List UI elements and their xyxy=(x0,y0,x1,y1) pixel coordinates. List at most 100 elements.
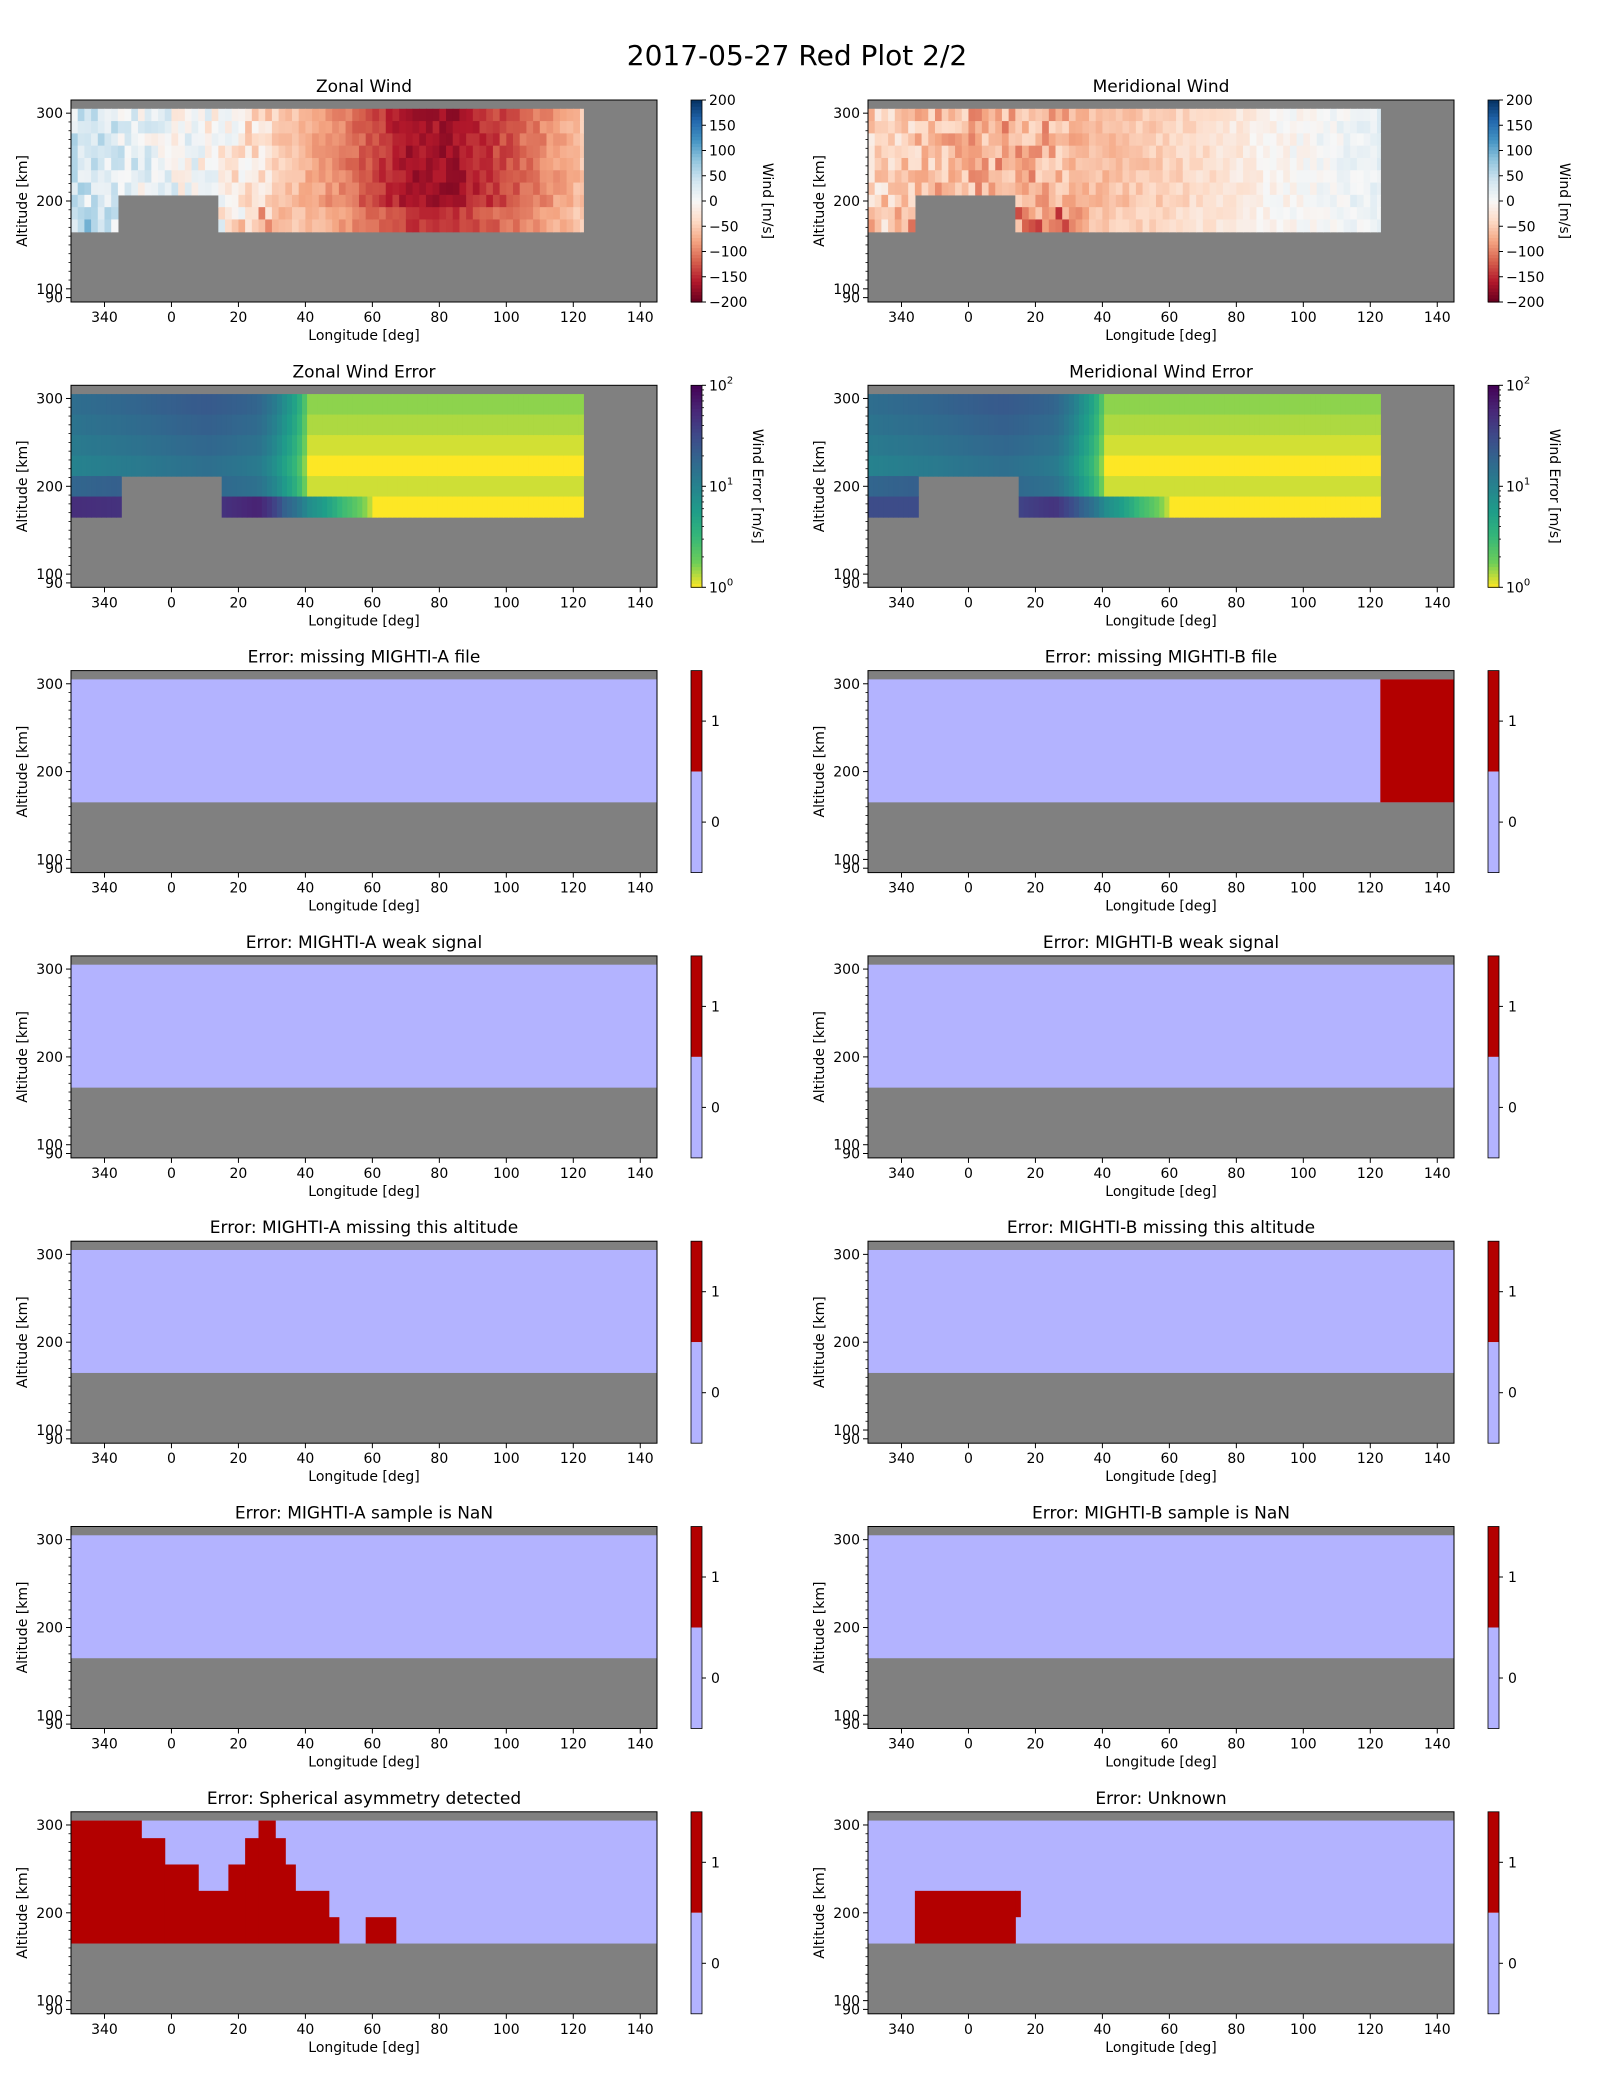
heatmap-cell xyxy=(392,121,400,134)
heatmap-cell xyxy=(533,170,541,184)
colorbar-segment xyxy=(1488,670,1499,772)
heatmap-cell xyxy=(1038,476,1045,498)
heatmap-cell xyxy=(392,157,400,171)
heatmap-cell xyxy=(881,133,889,147)
heatmap-cell xyxy=(1239,496,1246,518)
colorbar-segment xyxy=(1488,150,1499,155)
heatmap-cell xyxy=(338,145,347,159)
heatmap-cell xyxy=(953,455,960,477)
heatmap-cell xyxy=(492,108,501,122)
heatmap-cell xyxy=(337,496,343,518)
x-tick-label: 40 xyxy=(296,881,314,897)
heatmap-cell xyxy=(338,133,347,147)
heatmap-cell xyxy=(392,207,400,221)
heatmap-cell xyxy=(337,394,343,416)
heatmap-cell xyxy=(1048,157,1057,171)
heatmap-cell xyxy=(276,414,283,436)
heatmap-cell xyxy=(151,435,157,457)
heatmap-cell xyxy=(558,476,564,498)
heatmap-cell xyxy=(1109,170,1117,184)
heatmap-cell xyxy=(1104,394,1110,416)
colorbar-segment xyxy=(1488,402,1499,407)
heatmap-cell xyxy=(372,414,378,436)
heatmap-cell xyxy=(1058,394,1065,416)
heatmap-cell xyxy=(1299,435,1306,457)
heatmap-cell xyxy=(412,121,420,134)
heatmap-cell xyxy=(559,108,568,122)
heatmap-cell xyxy=(928,414,934,436)
flag-one-region xyxy=(258,1820,276,1944)
x-tick-label: 100 xyxy=(1290,2022,1317,2038)
heatmap-cell xyxy=(1001,145,1010,159)
x-tick-label: 80 xyxy=(430,310,448,326)
heatmap-cell xyxy=(1129,108,1137,122)
heatmap-cell xyxy=(1022,108,1030,122)
colorbar-segment xyxy=(1488,268,1499,273)
heatmap-cell xyxy=(71,207,79,221)
heatmap-cell xyxy=(164,157,173,171)
heatmap-cell xyxy=(978,455,985,477)
heatmap-cell xyxy=(1222,219,1231,233)
heatmap-cell xyxy=(1350,394,1356,416)
heatmap-cell xyxy=(1263,194,1271,208)
heatmap-cell xyxy=(1078,455,1085,477)
heatmap-cell xyxy=(1149,157,1157,171)
colorbar-label: Wind [m/s] xyxy=(1556,163,1572,239)
heatmap-cell xyxy=(482,496,489,518)
heatmap-cell xyxy=(533,394,539,416)
heatmap-cell xyxy=(566,108,574,122)
heatmap-cell xyxy=(281,476,288,498)
heatmap-cell xyxy=(1216,194,1224,208)
heatmap-cell xyxy=(166,414,173,436)
heatmap-cell xyxy=(1350,108,1358,122)
heatmap-cell xyxy=(442,435,449,457)
heatmap-cell xyxy=(131,414,137,436)
heatmap-cell xyxy=(338,182,347,196)
heatmap-cell xyxy=(943,455,949,477)
heatmap-cell xyxy=(1129,145,1137,159)
heatmap-cell xyxy=(1345,435,1351,457)
heatmap-cell xyxy=(1196,170,1204,184)
flag-zero-region xyxy=(868,964,1454,1088)
heatmap-cell xyxy=(533,207,541,221)
heatmap-cell xyxy=(236,394,243,416)
heatmap-cell xyxy=(387,476,394,498)
heatmap-cell xyxy=(261,496,268,518)
heatmap-cell xyxy=(432,476,439,498)
colorbar-segment xyxy=(1488,540,1499,545)
heatmap-cell xyxy=(1263,121,1271,134)
heatmap-cell xyxy=(1134,476,1140,498)
colorbar-segment xyxy=(691,516,702,521)
colorbar-tick-label: 100 xyxy=(709,144,736,160)
heatmap-cell xyxy=(76,455,82,477)
x-tick-label: 100 xyxy=(1290,1451,1317,1467)
heatmap-cell xyxy=(298,157,306,171)
heatmap-cell xyxy=(1055,157,1063,171)
heatmap-cell xyxy=(1310,108,1318,122)
heatmap-cell xyxy=(558,496,564,518)
heatmap-cell xyxy=(1196,108,1204,122)
heatmap-cell xyxy=(1063,435,1070,457)
heatmap-cell xyxy=(1035,219,1043,233)
heatmap-cell xyxy=(1249,145,1258,159)
heatmap-cell xyxy=(1325,435,1331,457)
heatmap-cell xyxy=(898,414,904,436)
heatmap-cell xyxy=(938,414,944,436)
heatmap-cell xyxy=(1028,455,1035,477)
heatmap-cell xyxy=(1028,157,1037,171)
heatmap-cell xyxy=(1254,455,1261,477)
heatmap-cell xyxy=(1078,435,1085,457)
heatmap-cell xyxy=(1343,170,1351,184)
colorbar: 10 xyxy=(1487,1240,1517,1444)
heatmap-cell xyxy=(86,496,92,518)
heatmap-cell xyxy=(137,157,146,171)
heatmap-cell xyxy=(961,121,970,134)
heatmap-cell xyxy=(934,133,943,147)
heatmap-cell xyxy=(507,455,514,477)
heatmap-cell xyxy=(1264,435,1271,457)
heatmap-cell xyxy=(1315,496,1321,518)
y-axis-label: Altitude [km] xyxy=(15,1296,31,1388)
heatmap-cell xyxy=(372,170,380,184)
heatmap-cell xyxy=(236,455,243,477)
heatmap-cell xyxy=(573,145,581,159)
